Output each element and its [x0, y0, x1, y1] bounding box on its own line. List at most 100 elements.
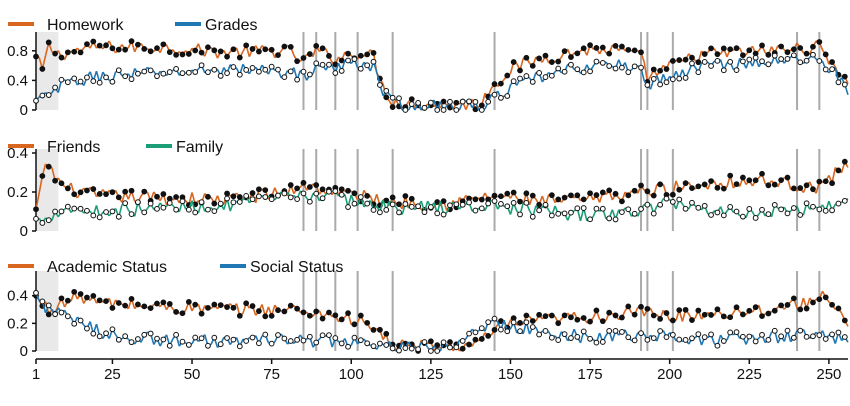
data-point: [128, 187, 135, 194]
data-point: [587, 190, 593, 197]
data-point: [599, 318, 606, 325]
y-tick-label: 0: [20, 223, 28, 240]
data-point: [45, 163, 52, 170]
data-point: [447, 344, 453, 351]
data-point: [434, 210, 441, 217]
data-point: [619, 43, 625, 50]
data-point: [332, 335, 339, 341]
data-point: [797, 306, 804, 313]
x-tick-label: 150: [498, 366, 523, 383]
data-point: [77, 78, 84, 85]
data-point: [841, 197, 848, 204]
data-point: [447, 339, 453, 345]
data-point: [695, 307, 702, 314]
data-point: [319, 315, 326, 322]
data-point: [752, 54, 759, 61]
data-point: [224, 190, 230, 197]
data-point: [548, 59, 555, 65]
data-point: [593, 192, 600, 198]
data-point: [529, 324, 536, 330]
data-point: [84, 41, 90, 48]
data-point: [185, 299, 192, 305]
data-point: [287, 338, 294, 344]
data-point: [453, 344, 460, 351]
data-point: [587, 216, 593, 223]
data-point: [619, 64, 625, 71]
data-point: [752, 177, 759, 184]
data-point: [568, 335, 574, 341]
data-point: [332, 312, 339, 319]
data-point: [166, 69, 173, 75]
data-point: [459, 345, 466, 352]
data-point: [313, 182, 320, 188]
data-point: [326, 61, 332, 68]
data-point: [115, 67, 122, 74]
data-point: [326, 53, 332, 59]
data-point: [593, 205, 600, 212]
data-point: [740, 58, 746, 65]
data-point: [122, 46, 129, 53]
data-point: [669, 191, 676, 198]
data-point: [141, 188, 148, 195]
data-point: [287, 43, 294, 50]
data-point: [364, 51, 371, 58]
data-point: [708, 212, 714, 218]
data-point: [357, 52, 364, 59]
data-point: [198, 310, 205, 317]
data-point: [370, 58, 377, 65]
data-point: [319, 195, 326, 202]
data-point: [345, 310, 351, 317]
data-point: [154, 73, 160, 80]
data-point: [294, 185, 301, 192]
data-point: [676, 57, 683, 63]
data-point: [192, 334, 199, 341]
data-point: [727, 46, 734, 53]
data-point: [109, 189, 116, 196]
data-point: [275, 332, 281, 338]
data-point: [689, 54, 695, 61]
x-tick-label: 75: [263, 366, 280, 383]
data-point: [841, 73, 848, 80]
data-point: [90, 330, 97, 337]
data-point: [103, 330, 109, 337]
data-point: [504, 190, 511, 197]
data-point: [606, 309, 613, 316]
data-point: [498, 200, 504, 207]
data-point: [574, 316, 581, 323]
data-point: [733, 329, 740, 336]
data-point: [262, 187, 269, 194]
data-point: [650, 76, 657, 82]
data-point: [205, 69, 211, 76]
data-point: [606, 50, 613, 57]
data-point: [377, 82, 383, 88]
data-point: [345, 204, 351, 210]
data-point: [841, 317, 848, 324]
data-point: [822, 51, 829, 58]
panel-3: 0 0.2 0.4 Academic Status Social Status: [7, 259, 849, 360]
y-tick-label: 0.4: [7, 145, 28, 162]
data-point: [217, 341, 224, 348]
data-point: [523, 199, 530, 206]
data-point: [236, 194, 243, 200]
data-point: [243, 67, 250, 73]
data-point: [236, 199, 243, 205]
data-point: [580, 205, 587, 211]
data-point: [421, 339, 428, 345]
data-point: [52, 208, 59, 215]
data-point: [714, 209, 721, 216]
data-point: [657, 67, 664, 74]
data-point: [816, 39, 823, 45]
data-point: [803, 305, 810, 312]
data-point: [249, 196, 256, 203]
data-point: [612, 216, 619, 223]
data-point: [478, 107, 485, 113]
data-point: [631, 311, 638, 318]
data-point: [389, 104, 396, 110]
data-point: [790, 52, 797, 59]
data-point: [771, 307, 778, 314]
data-point: [383, 94, 390, 101]
data-point: [644, 188, 651, 195]
data-point: [33, 53, 39, 60]
data-point: [816, 178, 823, 185]
data-point: [230, 304, 237, 311]
